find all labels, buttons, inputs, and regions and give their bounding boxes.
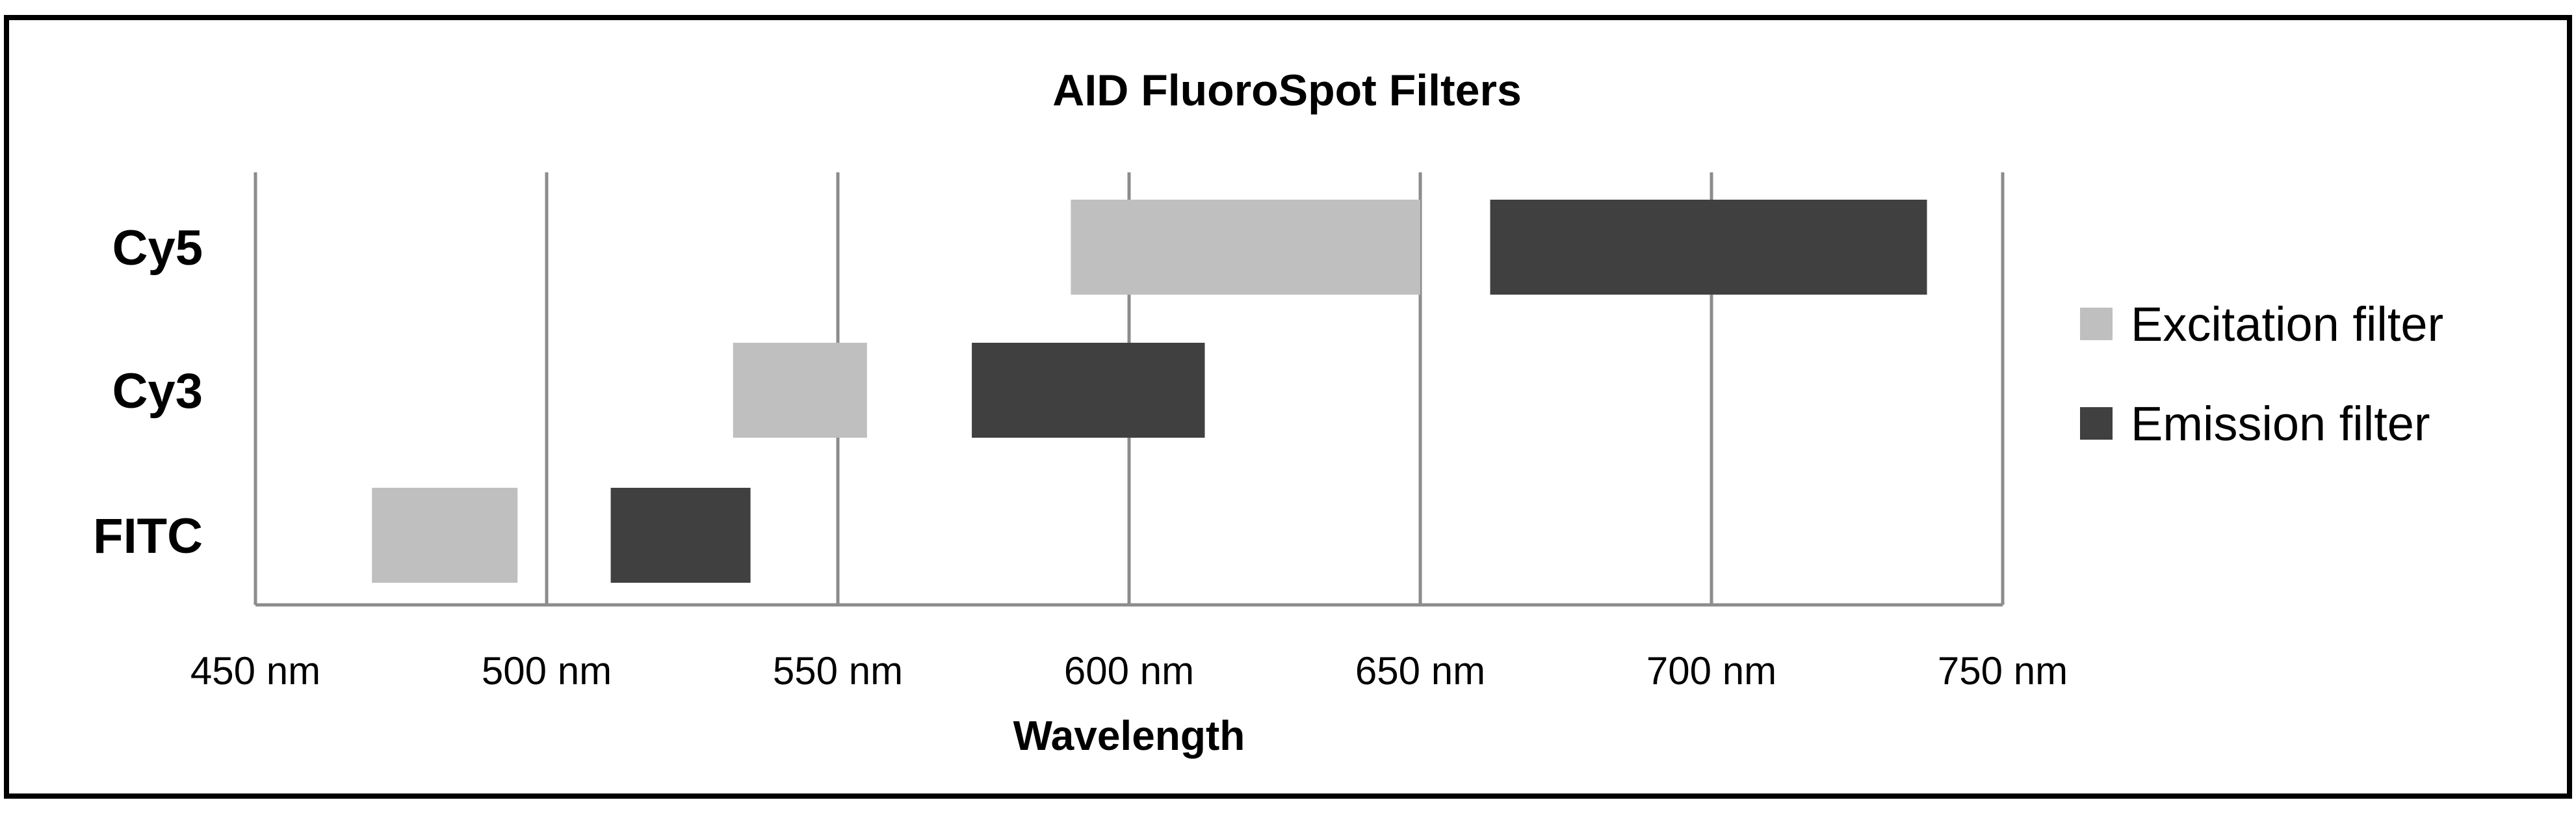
- x-tick-label-700: 700 nm: [1646, 649, 1776, 693]
- legend-label-excitation: Excitation filter: [2131, 297, 2443, 351]
- x-tick-labels: 450 nm 500 nm 550 nm 600 nm 650 nm 700 nm 750 …: [190, 649, 2068, 693]
- legend: Excitation filter Emission filter: [2080, 297, 2443, 451]
- category-label-cy5: Cy5: [112, 220, 203, 276]
- bar-cy3-excitation: [733, 343, 867, 438]
- x-tick-label-600: 600 nm: [1064, 649, 1194, 693]
- legend-label-emission: Emission filter: [2131, 397, 2430, 451]
- x-tick-label-550: 550 nm: [773, 649, 903, 693]
- x-tick-label-500: 500 nm: [482, 649, 612, 693]
- bar-cy5-excitation: [1071, 200, 1420, 295]
- legend-swatch-excitation: [2080, 308, 2113, 340]
- legend-swatch-emission: [2080, 407, 2113, 440]
- category-label-fitc: FITC: [93, 509, 203, 564]
- bars: [372, 200, 1927, 583]
- bar-fitc-excitation: [372, 488, 518, 583]
- bar-cy5-emission: [1490, 200, 1927, 295]
- category-labels: FITC Cy3 Cy5: [93, 220, 203, 564]
- x-tick-label-650: 650 nm: [1355, 649, 1485, 693]
- category-label-cy3: Cy3: [112, 364, 203, 419]
- chart-title: AID FluoroSpot Filters: [1052, 66, 1522, 115]
- bar-fitc-emission: [610, 488, 751, 583]
- gridlines: [254, 172, 2005, 607]
- x-tick-label-450: 450 nm: [190, 649, 320, 693]
- chart-border: [4, 15, 2572, 799]
- bar-cy3-emission: [972, 343, 1205, 438]
- x-axis-label: Wavelength: [1013, 712, 1245, 759]
- x-tick-label-750: 750 nm: [1938, 649, 2068, 693]
